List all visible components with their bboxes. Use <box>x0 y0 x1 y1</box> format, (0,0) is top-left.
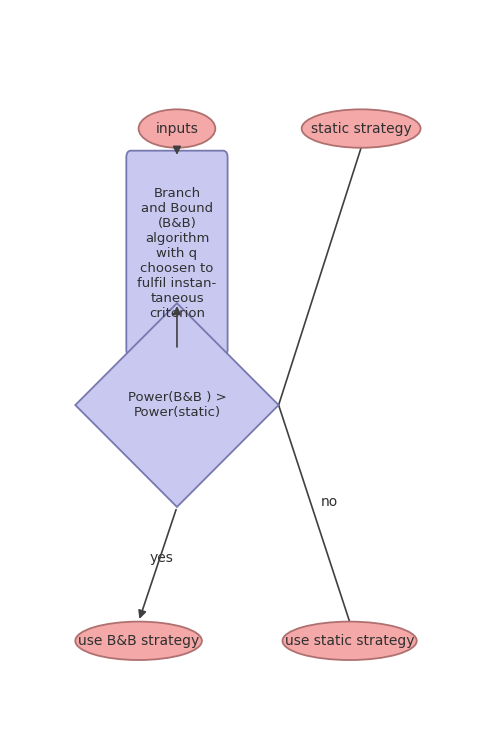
Text: Power(B&B ) >
Power(static): Power(B&B ) > Power(static) <box>128 391 226 419</box>
Ellipse shape <box>283 621 417 660</box>
Ellipse shape <box>301 110 421 147</box>
Text: use B&B strategy: use B&B strategy <box>78 634 199 648</box>
Text: Branch
and Bound
(B&B)
algorithm
with q
choosen to
fulfil instan-
taneous
criter: Branch and Bound (B&B) algorithm with q … <box>137 187 217 321</box>
FancyBboxPatch shape <box>126 150 228 357</box>
Text: inputs: inputs <box>155 122 198 135</box>
Ellipse shape <box>139 110 215 147</box>
Ellipse shape <box>75 621 202 660</box>
Text: use static strategy: use static strategy <box>285 634 414 648</box>
Text: yes: yes <box>149 551 174 565</box>
Polygon shape <box>75 303 279 507</box>
Text: static strategy: static strategy <box>311 122 411 135</box>
Text: no: no <box>321 494 338 509</box>
